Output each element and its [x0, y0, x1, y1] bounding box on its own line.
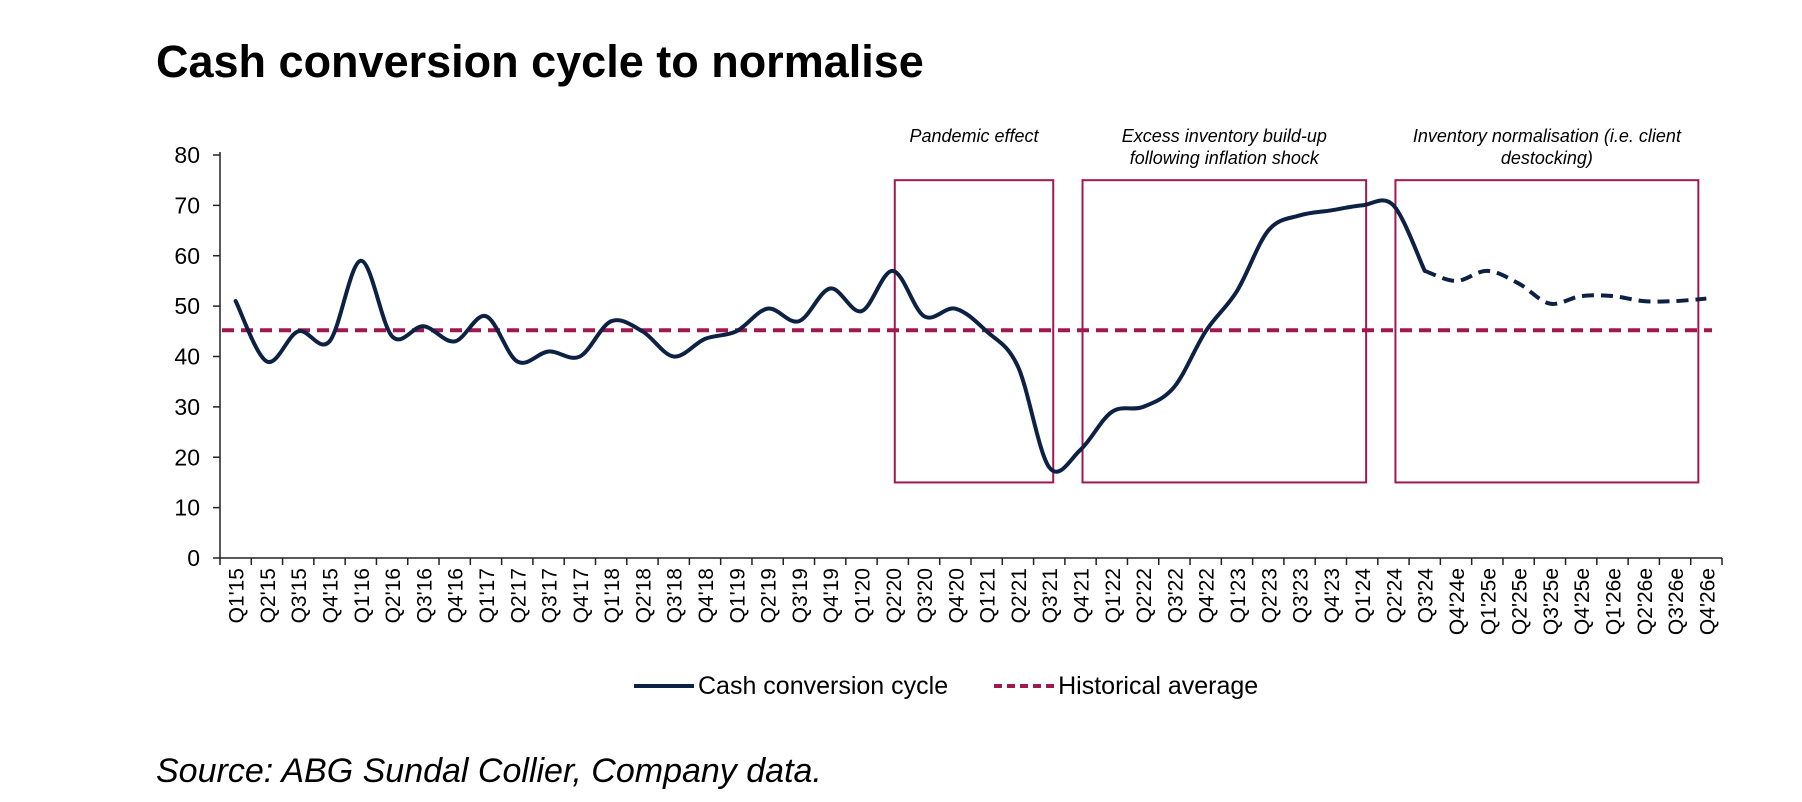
x-tick-label: Q2'16 [382, 568, 405, 623]
x-tick-label: Q1'24 [1352, 568, 1375, 624]
x-tick-label: Q2'15 [257, 568, 280, 623]
y-tick-label: 40 [174, 344, 200, 370]
x-tick-label: Q1'15 [226, 568, 249, 623]
y-tick-label: 10 [174, 495, 200, 521]
x-tick-label: Q1'23 [1227, 568, 1250, 623]
x-tick-label: Q2'26e [1634, 568, 1657, 635]
x-tick-label: Q2'22 [1133, 568, 1156, 623]
annotation-label-pandemic-effect: Pandemic effect [909, 126, 1039, 146]
x-tick-label: Q4'20 [945, 568, 968, 623]
x-tick-label: Q4'18 [695, 568, 718, 623]
x-tick-label: Q3'24 [1415, 568, 1438, 624]
y-tick-label: 30 [174, 394, 200, 420]
x-tick-label: Q3'25e [1540, 568, 1563, 635]
x-tick-label: Q3'21 [1039, 568, 1062, 623]
x-tick-label: Q3'19 [789, 568, 812, 623]
y-tick-label: 70 [174, 192, 200, 218]
y-tick-label: 80 [174, 142, 200, 168]
y-tick-label: 60 [174, 243, 200, 269]
page-title: Cash conversion cycle to normalise [156, 36, 924, 87]
legend-label: Historical average [1058, 671, 1259, 700]
x-tick-label: Q1'20 [851, 568, 874, 623]
legend-item-average: Historical average [994, 672, 1258, 701]
x-tick-label: Q4'23 [1321, 568, 1344, 623]
legend-swatch-solid [634, 684, 694, 688]
axis-layer: 0 10 20 30 40 50 60 70 80 Q1'15 Q2'15 Q3'15 Q4'15 Q1'… [174, 142, 1723, 635]
y-tick-label: 20 [174, 444, 200, 470]
source-note: Source: ABG Sundal Collier, Company data… [156, 752, 822, 790]
series-layer [222, 198, 1712, 474]
x-tick-label: Q3'23 [1290, 568, 1313, 623]
series-cash-conversion-cycle-forecast [1424, 268, 1707, 306]
x-tick-label: Q3'16 [413, 568, 436, 623]
x-tick-label: Q2'21 [1008, 568, 1031, 623]
y-tick-label: 0 [187, 545, 200, 571]
x-tick-label: Q1'19 [726, 568, 749, 623]
x-tick-label: Q1'21 [977, 568, 1000, 623]
x-tick-label: Q4'16 [445, 568, 468, 623]
x-tick-label: Q3'26e [1665, 568, 1688, 635]
x-tick-label: Q2'18 [632, 568, 655, 623]
legend-swatch-dashed [994, 684, 1055, 688]
x-tick-label: Q2'24 [1383, 568, 1406, 624]
annotation-label-inventory-normalisation: Inventory normalisation (i.e. client [1413, 126, 1682, 146]
annotation-box-inventory-normalisation [1394, 179, 1700, 484]
x-tick-label: Q3'18 [664, 568, 687, 623]
x-tick-label: Q2'19 [758, 568, 781, 623]
x-tick-label: Q4'17 [570, 568, 593, 623]
x-tick-label: Q1'18 [601, 568, 624, 623]
y-tick-label: 50 [174, 293, 200, 319]
x-tick-label: Q1'22 [1102, 568, 1125, 623]
x-tick-label: Q3'20 [914, 568, 937, 623]
annotation-label-excess-inventory: following inflation shock [1130, 148, 1320, 168]
x-tick-label: Q2'17 [507, 568, 530, 623]
x-tick-label: Q2'23 [1258, 568, 1281, 623]
x-tick-label: Q1'17 [476, 568, 499, 623]
x-tick-label: Q4'26e [1696, 568, 1719, 635]
x-tick-label: Q2'25e [1509, 568, 1532, 635]
x-tick-label: Q2'20 [883, 568, 906, 623]
legend-item-ccc: Cash conversion cycle [634, 672, 948, 701]
series-cash-conversion-cycle [233, 198, 1427, 474]
x-tick-label: Q3'17 [539, 568, 562, 623]
annotation-label-excess-inventory: Excess inventory build-up [1122, 126, 1327, 146]
x-tick-label: Q4'22 [1196, 568, 1219, 623]
x-tick-label: Q4'15 [320, 568, 343, 623]
x-tick-label: Q1'16 [351, 568, 374, 623]
x-tick-label: Q3'22 [1164, 568, 1187, 623]
x-tick-label: Q1'26e [1602, 568, 1625, 635]
x-tick-label: Q4'25e [1571, 568, 1594, 635]
x-tick-label: Q4'24e [1446, 568, 1469, 635]
x-tick-label: Q1'25e [1477, 568, 1500, 635]
x-tick-label: Q4'19 [820, 568, 843, 623]
x-tick-label: Q4'21 [1071, 568, 1094, 623]
annotation-layer: Pandemic effect Excess inventory build-up… [893, 126, 1700, 484]
legend: Cash conversion cycle Historical average [634, 668, 1304, 704]
legend-label: Cash conversion cycle [698, 671, 949, 700]
annotation-label-inventory-normalisation: destocking) [1501, 148, 1593, 168]
x-tick-label: Q3'15 [288, 568, 311, 623]
